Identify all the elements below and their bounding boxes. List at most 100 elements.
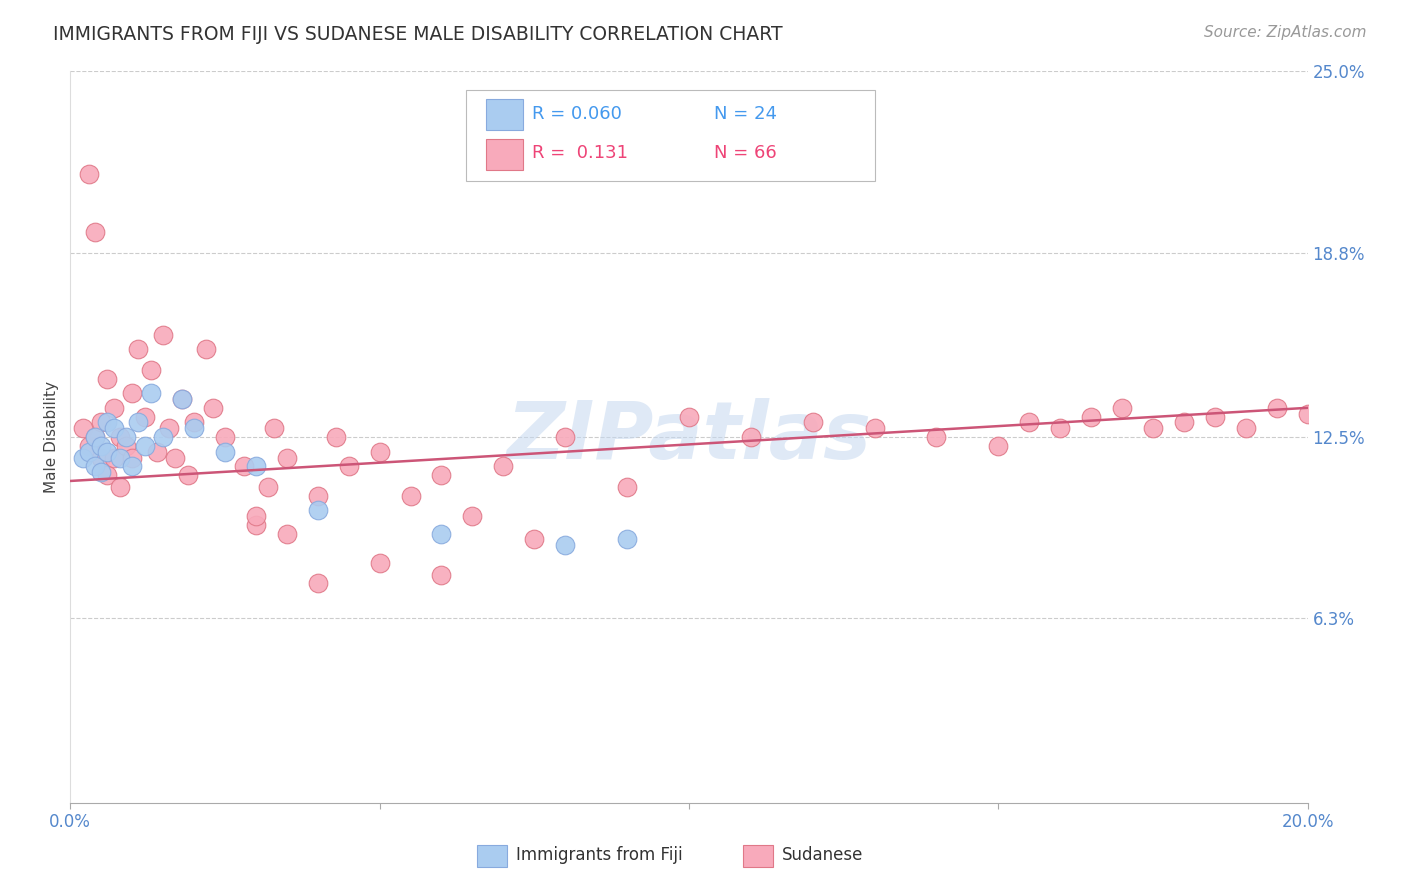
Point	[96, 371, 118, 385]
Point	[214, 444, 236, 458]
Point	[1080, 409, 1102, 424]
Point	[152, 327, 174, 342]
Point	[90, 439, 112, 453]
Point	[1204, 409, 1226, 424]
Point	[1173, 416, 1195, 430]
Point	[523, 533, 546, 547]
FancyBboxPatch shape	[467, 90, 875, 181]
Point	[96, 416, 118, 430]
Point	[616, 480, 638, 494]
Point	[307, 489, 329, 503]
Point	[1049, 421, 1071, 435]
Text: N = 24: N = 24	[714, 105, 776, 123]
Point	[925, 430, 948, 444]
Point	[84, 459, 107, 474]
Text: Source: ZipAtlas.com: Source: ZipAtlas.com	[1204, 25, 1367, 40]
Point	[127, 416, 149, 430]
Point	[368, 444, 391, 458]
Point	[115, 439, 138, 453]
Point	[1111, 401, 1133, 415]
Point	[1296, 407, 1319, 421]
Point	[1234, 421, 1257, 435]
Point	[399, 489, 422, 503]
Point	[430, 526, 453, 541]
Point	[108, 450, 131, 465]
Point	[245, 517, 267, 532]
Point	[1142, 421, 1164, 435]
Text: R = 0.060: R = 0.060	[531, 105, 621, 123]
Text: ZIPatlas: ZIPatlas	[506, 398, 872, 476]
Point	[245, 459, 267, 474]
Point	[430, 468, 453, 483]
Point	[103, 421, 125, 435]
Point	[121, 450, 143, 465]
Text: N = 66: N = 66	[714, 145, 776, 162]
Y-axis label: Male Disability: Male Disability	[44, 381, 59, 493]
Point	[276, 450, 298, 465]
Point	[325, 430, 347, 444]
Point	[72, 450, 94, 465]
Point	[170, 392, 193, 406]
Text: R =  0.131: R = 0.131	[531, 145, 628, 162]
Point	[84, 430, 107, 444]
Point	[430, 567, 453, 582]
Point	[1265, 401, 1288, 415]
Point	[616, 533, 638, 547]
Point	[96, 468, 118, 483]
Point	[987, 439, 1010, 453]
Point	[165, 450, 187, 465]
Point	[183, 416, 205, 430]
Text: IMMIGRANTS FROM FIJI VS SUDANESE MALE DISABILITY CORRELATION CHART: IMMIGRANTS FROM FIJI VS SUDANESE MALE DI…	[53, 25, 783, 44]
Point	[554, 538, 576, 552]
Point	[368, 556, 391, 570]
FancyBboxPatch shape	[486, 139, 523, 169]
FancyBboxPatch shape	[486, 99, 523, 130]
Point	[307, 576, 329, 591]
Point	[554, 430, 576, 444]
Point	[183, 421, 205, 435]
Point	[96, 444, 118, 458]
Point	[84, 225, 107, 239]
Point	[139, 363, 162, 377]
FancyBboxPatch shape	[478, 846, 508, 867]
Point	[121, 459, 143, 474]
Point	[90, 465, 112, 479]
Text: Sudanese: Sudanese	[782, 847, 863, 864]
Point	[678, 409, 700, 424]
Point	[139, 386, 162, 401]
Point	[740, 430, 762, 444]
FancyBboxPatch shape	[744, 846, 773, 867]
Point	[108, 430, 131, 444]
Point	[127, 343, 149, 357]
Point	[307, 503, 329, 517]
Text: Immigrants from Fiji: Immigrants from Fiji	[516, 847, 682, 864]
Point	[77, 444, 100, 458]
Point	[257, 480, 280, 494]
Point	[90, 450, 112, 465]
Point	[801, 416, 824, 430]
Point	[103, 450, 125, 465]
Point	[201, 401, 224, 415]
Point	[90, 416, 112, 430]
Point	[170, 392, 193, 406]
Point	[276, 526, 298, 541]
Point	[263, 421, 285, 435]
Point	[337, 459, 360, 474]
Point	[146, 444, 169, 458]
Point	[214, 430, 236, 444]
Point	[461, 509, 484, 524]
Point	[84, 430, 107, 444]
Point	[245, 509, 267, 524]
Point	[863, 421, 886, 435]
Point	[77, 167, 100, 181]
Point	[72, 421, 94, 435]
Point	[77, 439, 100, 453]
Point	[121, 386, 143, 401]
Point	[492, 459, 515, 474]
Point	[232, 459, 254, 474]
Point	[108, 480, 131, 494]
Point	[177, 468, 200, 483]
Point	[1018, 416, 1040, 430]
Point	[152, 430, 174, 444]
Point	[115, 430, 138, 444]
